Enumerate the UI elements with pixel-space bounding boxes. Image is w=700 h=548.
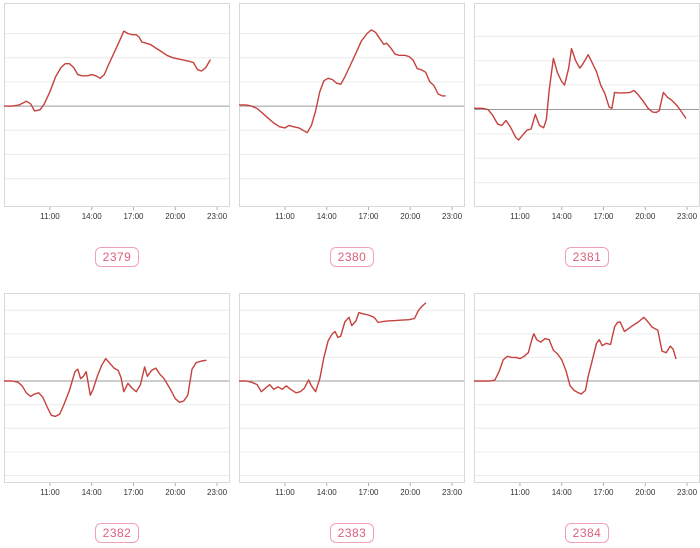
plot-border	[239, 3, 465, 207]
x-tick-label: 20:00	[165, 488, 186, 497]
sparkline-chart-2383: 11:00 14:00 17:00 20:00 23:00	[239, 293, 465, 497]
chart-id-badge-2382[interactable]: 2382	[94, 523, 140, 543]
data-line-2380	[239, 29, 446, 134]
x-tick-label: 17:00	[123, 488, 144, 497]
x-tick-label: 23:00	[442, 488, 463, 497]
x-tick-label: 23:00	[207, 488, 228, 497]
badge-row: 2383	[239, 523, 465, 543]
charts-row-bottom: 11:00 14:00 17:00 20:00 23:00 2382 11:00 14:0…	[4, 293, 700, 543]
chart-id-badge-2381[interactable]: 2381	[564, 247, 610, 267]
badge-row: 2380	[239, 247, 465, 267]
charts-row-top: 11:00 14:00 17:00 20:00 23:00 2379 11:00 14:0…	[4, 3, 700, 267]
x-tick-label: 14:00	[82, 212, 103, 221]
x-tick-label: 20:00	[165, 212, 186, 221]
plot-border	[4, 293, 230, 483]
x-tick-label: 20:00	[400, 212, 421, 221]
sparkline-chart-2381: 11:00 14:00 17:00 20:00 23:00	[474, 3, 700, 221]
x-tick-label: 23:00	[677, 488, 698, 497]
x-tick-label: 17:00	[593, 488, 614, 497]
data-line-2382	[4, 357, 207, 418]
chart-id-badge-2379[interactable]: 2379	[94, 247, 140, 267]
x-tick-label: 23:00	[677, 212, 698, 221]
chart-cell-2384: 11:00 14:00 17:00 20:00 23:00 2384	[474, 293, 700, 543]
x-tick-label: 23:00	[207, 212, 228, 221]
x-tick-label: 14:00	[552, 488, 573, 497]
x-tick-label: 11:00	[510, 212, 530, 221]
chart-cell-2381: 11:00 14:00 17:00 20:00 23:00 2381	[474, 3, 700, 267]
x-tick-label: 11:00	[40, 212, 60, 221]
plot-border	[4, 3, 230, 207]
chart-cell-2380: 11:00 14:00 17:00 20:00 23:00 2380	[239, 3, 465, 267]
badge-row: 2381	[474, 247, 700, 267]
sparkline-chart-2379: 11:00 14:00 17:00 20:00 23:00	[4, 3, 230, 221]
x-tick-label: 11:00	[275, 488, 295, 497]
x-tick-label: 20:00	[400, 488, 421, 497]
badge-row: 2384	[474, 523, 700, 543]
x-tick-label: 14:00	[552, 212, 573, 221]
x-tick-label: 20:00	[635, 488, 656, 497]
chart-cell-2382: 11:00 14:00 17:00 20:00 23:00 2382	[4, 293, 230, 543]
data-line-2383	[239, 302, 427, 394]
data-line-2384	[474, 316, 677, 395]
x-tick-label: 11:00	[40, 488, 60, 497]
plot-border	[474, 293, 700, 483]
x-tick-label: 23:00	[442, 212, 463, 221]
x-tick-label: 11:00	[510, 488, 530, 497]
x-tick-label: 14:00	[317, 212, 338, 221]
sparkline-chart-2382: 11:00 14:00 17:00 20:00 23:00	[4, 293, 230, 497]
x-tick-label: 17:00	[593, 212, 614, 221]
chart-id-badge-2380[interactable]: 2380	[329, 247, 375, 267]
plot-border	[474, 3, 700, 207]
x-tick-label: 14:00	[317, 488, 338, 497]
chart-cell-2383: 11:00 14:00 17:00 20:00 23:00 2383	[239, 293, 465, 543]
badge-row: 2379	[4, 247, 230, 267]
badge-row: 2382	[4, 523, 230, 543]
data-line-2381	[474, 47, 687, 141]
x-tick-label: 17:00	[358, 212, 379, 221]
x-tick-label: 17:00	[358, 488, 379, 497]
x-tick-label: 20:00	[635, 212, 656, 221]
chart-id-badge-2383[interactable]: 2383	[329, 523, 375, 543]
x-tick-label: 11:00	[275, 212, 295, 221]
chart-id-badge-2384[interactable]: 2384	[564, 523, 610, 543]
sparkline-chart-2380: 11:00 14:00 17:00 20:00 23:00	[239, 3, 465, 221]
chart-cell-2379: 11:00 14:00 17:00 20:00 23:00 2379	[4, 3, 230, 267]
x-tick-label: 17:00	[123, 212, 144, 221]
data-line-2379	[4, 30, 211, 112]
sparkline-chart-2384: 11:00 14:00 17:00 20:00 23:00	[474, 293, 700, 497]
x-tick-label: 14:00	[82, 488, 103, 497]
